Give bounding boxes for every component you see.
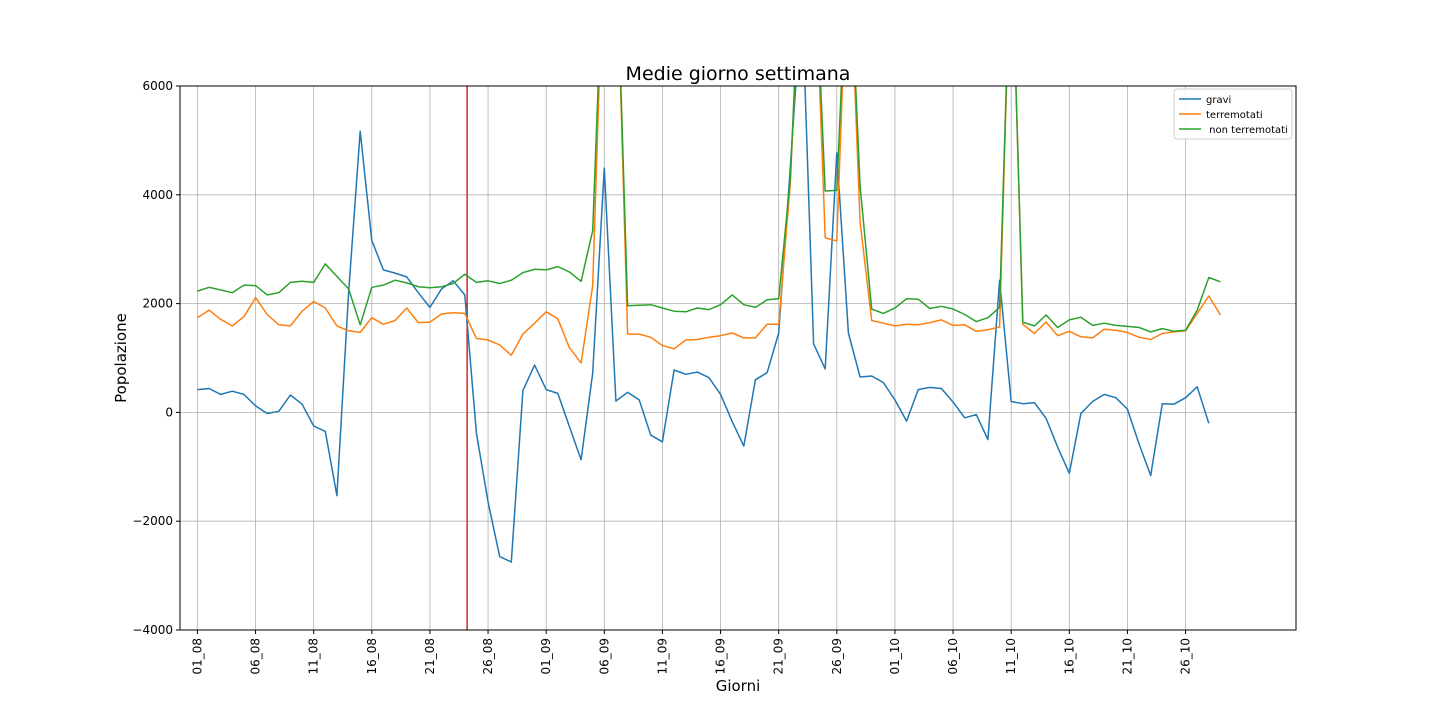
legend-box	[1173, 88, 1293, 140]
legend-label: non terremotati	[1206, 125, 1288, 136]
x-tick-label: 11_09	[655, 638, 669, 675]
chart-title: Medie giorno settimana	[626, 63, 851, 85]
x-axis-label: Giorni	[716, 677, 761, 695]
y-tick-label: 6000	[142, 79, 173, 93]
y-axis-ticks: −4000 −2000 0 2000 4000 6000	[132, 79, 180, 637]
x-tick-label: 21_08	[423, 638, 437, 675]
series-line-2	[197, 86, 1221, 333]
y-tick-label: −2000	[132, 514, 173, 528]
x-tick-label: 26_09	[830, 638, 844, 675]
x-tick-label: 26_08	[481, 638, 495, 675]
legend-label: gravi	[1206, 95, 1231, 106]
y-tick-label: 2000	[142, 297, 173, 311]
x-tick-label: 16_10	[1062, 638, 1076, 675]
series-line-0	[197, 86, 1210, 563]
x-tick-label: 21_09	[772, 638, 786, 675]
series-line-1	[196, 86, 1222, 364]
x-tick-label: 21_10	[1120, 638, 1134, 675]
y-tick-label: −4000	[132, 623, 173, 637]
legend-label: terremotati	[1206, 110, 1263, 121]
x-tick-label: 16_09	[714, 638, 728, 675]
x-tick-label: 01_10	[888, 638, 902, 675]
y-tick-label: 0	[165, 405, 173, 419]
x-tick-label: 06_08	[249, 638, 263, 675]
x-tick-label: 06_10	[946, 638, 960, 675]
x-tick-label: 11_08	[307, 638, 321, 675]
x-tick-label: 06_09	[597, 638, 611, 675]
x-tick-label: 11_10	[1004, 638, 1018, 675]
x-tick-label: 26_10	[1179, 638, 1193, 675]
series-layer	[196, 86, 1222, 563]
y-tick-label: 4000	[142, 188, 173, 202]
x-axis-ticks: 01_08 06_08 11_08 16_08 21_08 26_08 01_09 06_09…	[190, 630, 1193, 675]
plot-frame	[179, 85, 1297, 631]
x-tick-label: 01_08	[190, 638, 204, 675]
y-axis-label: Popolazione	[112, 313, 130, 403]
x-tick-label: 01_09	[539, 638, 553, 675]
legend: gravi terremotati non terremotati	[1173, 88, 1293, 140]
x-tick-label: 16_08	[365, 638, 379, 675]
